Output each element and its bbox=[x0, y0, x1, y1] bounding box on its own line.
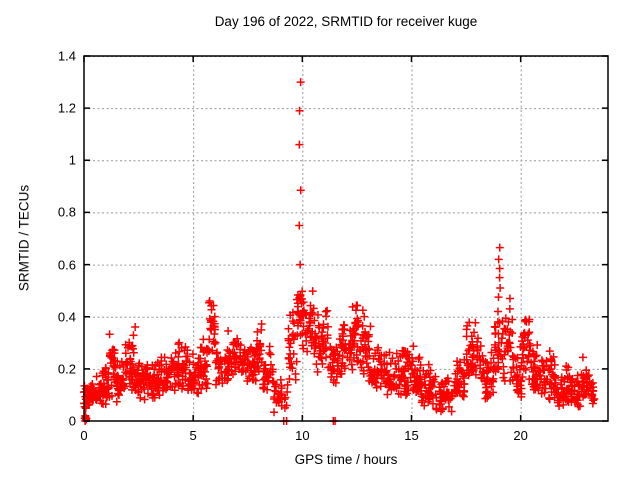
x-tick-label: 5 bbox=[189, 428, 197, 443]
y-tick-label: 0 bbox=[68, 413, 76, 429]
x-axis-label: GPS time / hours bbox=[294, 452, 398, 467]
y-tick-label: 1.4 bbox=[57, 48, 76, 64]
x-tick-label: 10 bbox=[295, 428, 310, 443]
x-tick-label: 0 bbox=[80, 428, 88, 443]
y-tick-label: 0.4 bbox=[57, 309, 76, 325]
y-tick-label: 0.8 bbox=[57, 204, 76, 220]
y-axis-label: SRMTID / TECUs bbox=[16, 184, 32, 292]
y-tick-label: 1.2 bbox=[57, 100, 76, 116]
y-tick-label: 1 bbox=[68, 152, 76, 168]
x-tick-label: 20 bbox=[513, 428, 528, 443]
x-tick-label: 15 bbox=[404, 428, 419, 443]
chart-title: Day 196 of 2022, SRMTID for receiver kug… bbox=[214, 14, 478, 29]
y-tick-label: 0.2 bbox=[57, 361, 76, 377]
y-tick-label: 0.6 bbox=[57, 257, 76, 273]
